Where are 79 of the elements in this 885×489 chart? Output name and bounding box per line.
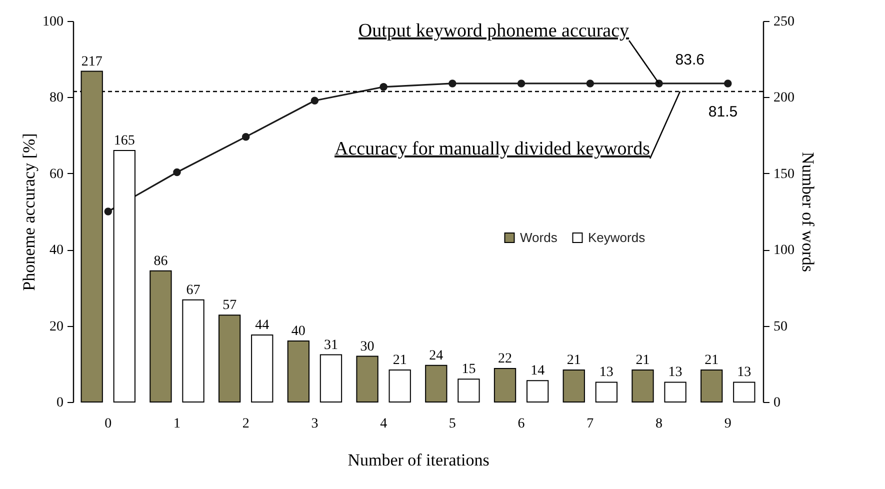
- y-tick-label: 40: [50, 243, 64, 258]
- data-label: 57: [222, 298, 237, 314]
- x-tick-label: 2: [242, 416, 250, 432]
- data-label: 13: [599, 365, 614, 380]
- data-label: 217: [81, 54, 102, 70]
- y-tick-label: 100: [42, 14, 64, 30]
- bar: [632, 369, 654, 402]
- y-tick-label: 80: [50, 90, 64, 106]
- bar: [251, 334, 274, 402]
- bar: [356, 356, 378, 402]
- y2-tick-label: 0: [774, 396, 780, 410]
- bar: [562, 369, 585, 402]
- point: [104, 208, 112, 216]
- data-label: 21: [636, 352, 650, 368]
- point: [517, 80, 526, 88]
- bar: [700, 369, 723, 402]
- bar: [595, 382, 618, 402]
- point: [173, 168, 181, 176]
- point: [242, 132, 250, 141]
- data-label: 31: [324, 338, 338, 353]
- y2-tick-label: 250: [774, 14, 794, 30]
- point: [586, 80, 594, 88]
- data-label: 13: [668, 365, 682, 380]
- point: [310, 96, 319, 104]
- bar: [182, 299, 204, 402]
- x-axis-title: Number of iterations: [348, 450, 490, 470]
- data-label: 21: [566, 352, 581, 368]
- y2-axis-title: Number of words: [798, 152, 818, 272]
- x-tick-label: 9: [724, 416, 732, 432]
- bar: [218, 314, 241, 402]
- y-axis-title: Phoneme accuracy [%]: [20, 133, 38, 291]
- legend-label: Words: [520, 230, 558, 245]
- data-label: 21: [392, 352, 407, 368]
- x-tick-label: 5: [448, 416, 456, 432]
- bar: [287, 340, 310, 402]
- bar: [113, 150, 136, 402]
- y2-tick-label: 200: [774, 90, 794, 106]
- y-tick-label: 60: [50, 166, 64, 182]
- bar: [526, 380, 549, 402]
- data-label: 22: [498, 351, 512, 366]
- bar: [320, 354, 342, 402]
- y2-tick-label: 100: [774, 243, 794, 258]
- x-tick-label: 3: [311, 416, 318, 432]
- bar: [664, 382, 686, 402]
- annotation: Output keyword phoneme accuracy: [358, 20, 630, 42]
- x-tick-label: 6: [518, 416, 525, 432]
- data-label: 21: [704, 352, 719, 368]
- data-label: 165: [114, 134, 135, 149]
- data-label: 67: [186, 282, 200, 298]
- x-tick-label: 8: [656, 416, 663, 432]
- data-label: 14: [530, 364, 545, 379]
- x-tick-label: 4: [380, 416, 388, 432]
- y-tick-label: 20: [50, 319, 64, 334]
- bar: [425, 364, 448, 402]
- bar: [150, 270, 172, 402]
- data-label: 86: [154, 254, 168, 269]
- data-label: 44: [255, 318, 270, 333]
- data-label: 30: [360, 339, 374, 354]
- bar: [733, 382, 756, 402]
- legend-label: Keywords: [588, 230, 646, 245]
- y2-tick-label: 50: [774, 319, 788, 334]
- ref-line-label: 81.5: [708, 103, 738, 120]
- point: [724, 80, 732, 88]
- annotation: Accuracy for manually divided keywords: [334, 138, 650, 160]
- y2-tick-label: 150: [774, 166, 794, 182]
- y-tick-label: 0: [56, 396, 64, 410]
- bar: [388, 369, 411, 402]
- data-label: 40: [291, 324, 306, 340]
- x-tick-label: 7: [586, 416, 594, 432]
- data-label: 13: [737, 365, 752, 380]
- point: [380, 83, 388, 91]
- point: [448, 80, 456, 88]
- x-tick-label: 0: [104, 416, 112, 432]
- data-label: 15: [462, 362, 476, 378]
- bar: [458, 378, 480, 402]
- data-label: 24: [429, 348, 444, 364]
- data-label: 83.6: [675, 51, 704, 68]
- x-tick-label: 1: [173, 416, 180, 432]
- bar: [494, 368, 516, 402]
